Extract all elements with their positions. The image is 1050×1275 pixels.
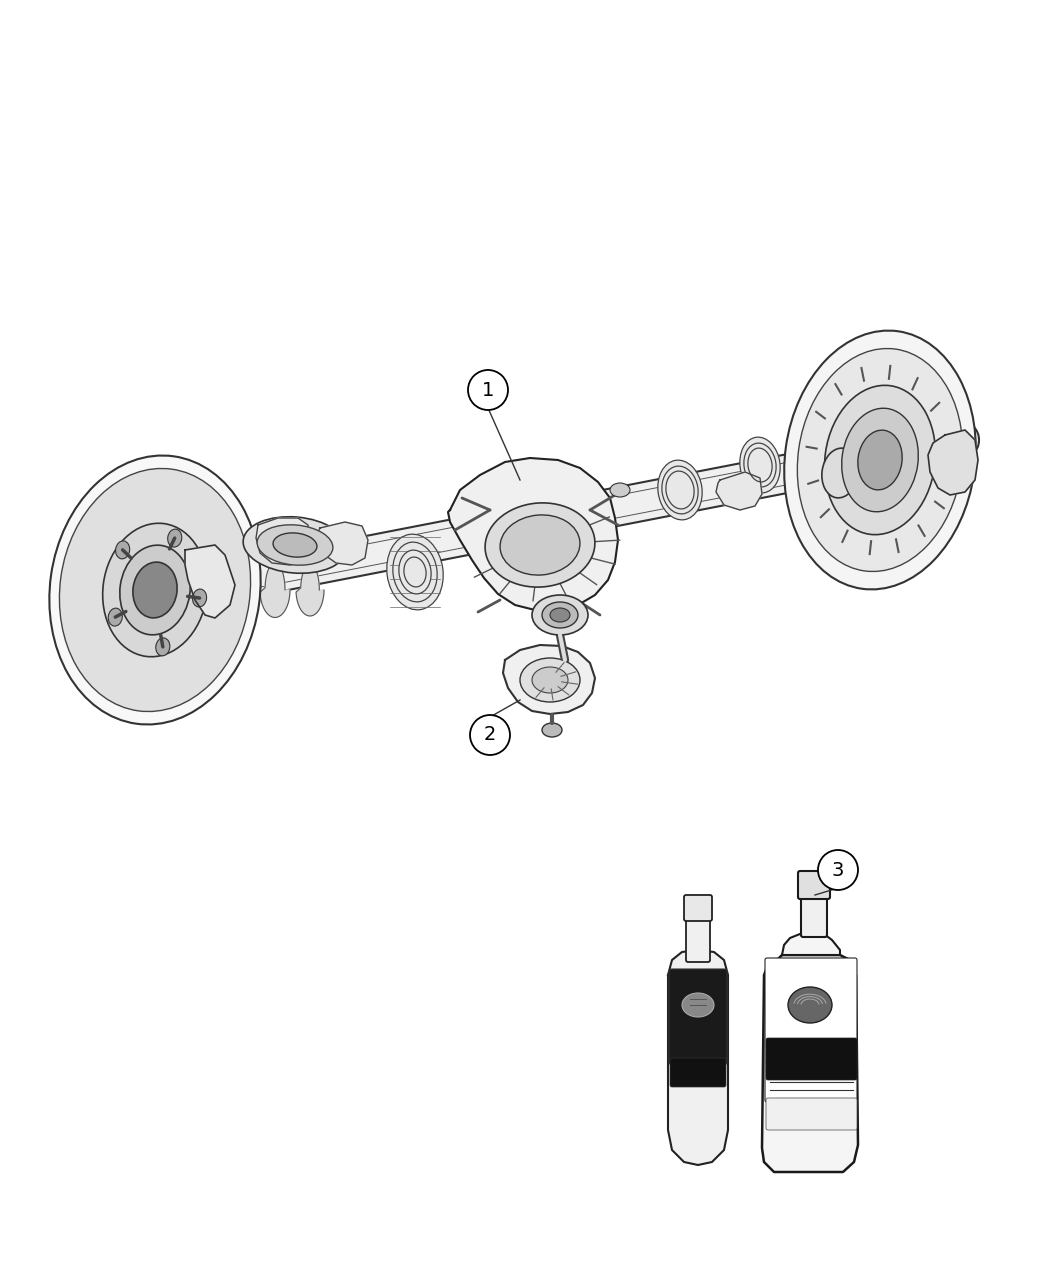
Polygon shape <box>668 950 728 1165</box>
Polygon shape <box>503 645 595 714</box>
Ellipse shape <box>103 523 207 657</box>
Ellipse shape <box>657 460 702 520</box>
Ellipse shape <box>822 448 858 497</box>
Ellipse shape <box>108 608 122 626</box>
Circle shape <box>818 850 858 890</box>
Ellipse shape <box>610 483 630 497</box>
Ellipse shape <box>662 467 698 514</box>
Text: 3: 3 <box>832 861 844 880</box>
Ellipse shape <box>842 408 919 511</box>
Ellipse shape <box>788 987 832 1023</box>
Ellipse shape <box>116 541 129 558</box>
Ellipse shape <box>244 516 346 574</box>
Ellipse shape <box>399 550 432 594</box>
Ellipse shape <box>386 534 443 609</box>
Ellipse shape <box>743 444 776 487</box>
Ellipse shape <box>532 595 588 635</box>
Polygon shape <box>762 955 858 1172</box>
Ellipse shape <box>257 525 333 565</box>
Polygon shape <box>716 472 762 510</box>
Ellipse shape <box>748 448 772 482</box>
Ellipse shape <box>682 993 714 1017</box>
Ellipse shape <box>858 430 902 490</box>
Ellipse shape <box>500 515 580 575</box>
Ellipse shape <box>120 546 190 635</box>
Ellipse shape <box>404 557 426 586</box>
Circle shape <box>468 370 508 411</box>
Polygon shape <box>256 518 310 565</box>
Ellipse shape <box>520 658 580 703</box>
Polygon shape <box>448 458 618 609</box>
Ellipse shape <box>542 602 578 629</box>
Polygon shape <box>260 562 290 617</box>
FancyBboxPatch shape <box>766 1098 857 1130</box>
Polygon shape <box>185 544 235 618</box>
Ellipse shape <box>49 455 260 724</box>
FancyBboxPatch shape <box>765 958 857 1102</box>
Ellipse shape <box>192 589 207 607</box>
Ellipse shape <box>797 348 963 571</box>
FancyBboxPatch shape <box>686 913 710 963</box>
Ellipse shape <box>155 638 170 655</box>
Ellipse shape <box>542 723 562 737</box>
Polygon shape <box>316 521 368 565</box>
Ellipse shape <box>393 542 437 602</box>
Polygon shape <box>928 430 978 495</box>
Ellipse shape <box>740 437 780 493</box>
FancyBboxPatch shape <box>670 1058 726 1088</box>
Ellipse shape <box>784 330 975 589</box>
FancyBboxPatch shape <box>684 895 712 921</box>
Ellipse shape <box>133 562 177 618</box>
Circle shape <box>470 715 510 755</box>
Polygon shape <box>165 505 245 635</box>
Polygon shape <box>296 564 324 616</box>
Text: 2: 2 <box>484 725 497 745</box>
Polygon shape <box>782 932 840 955</box>
FancyBboxPatch shape <box>669 969 727 1065</box>
Ellipse shape <box>666 470 694 509</box>
FancyBboxPatch shape <box>766 1038 857 1080</box>
Ellipse shape <box>532 667 568 694</box>
Ellipse shape <box>824 385 936 534</box>
Ellipse shape <box>60 468 251 711</box>
Ellipse shape <box>273 533 317 557</box>
Ellipse shape <box>168 529 182 547</box>
Ellipse shape <box>485 502 595 586</box>
FancyBboxPatch shape <box>801 891 827 937</box>
Text: 1: 1 <box>482 380 495 399</box>
Ellipse shape <box>550 608 570 622</box>
FancyBboxPatch shape <box>798 871 830 899</box>
